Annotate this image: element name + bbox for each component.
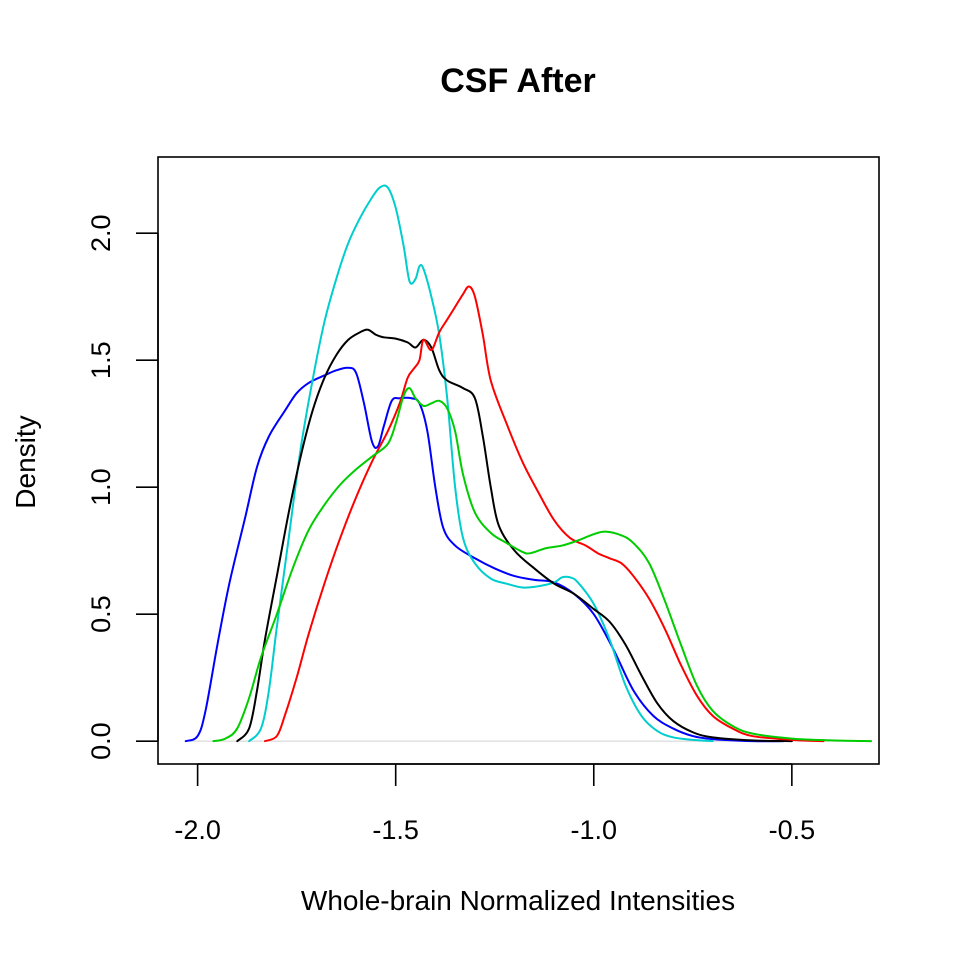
- y-tick-label: 1.0: [86, 468, 116, 506]
- y-tick-label: 1.5: [86, 341, 116, 379]
- y-tick-label: 0.5: [86, 595, 116, 633]
- x-axis: -2.0 -1.5 -1.0 -0.5: [174, 763, 816, 845]
- density-curve-2: [248, 184, 714, 743]
- y-tick-label: 0.0: [86, 722, 116, 760]
- y-axis-label: Density: [10, 415, 41, 508]
- density-curve-5: [212, 387, 873, 743]
- density-curve-3: [236, 328, 793, 743]
- x-tick-label: -2.0: [174, 815, 221, 845]
- chart-title: CSF After: [440, 62, 596, 100]
- density-curve-4: [263, 285, 825, 743]
- y-tick-label: 2.0: [86, 214, 116, 252]
- x-tick-label: -1.5: [372, 815, 419, 845]
- x-tick-label: -0.5: [769, 815, 816, 845]
- y-axis: 0.0 0.5 1.0 1.5 2.0: [86, 214, 159, 760]
- density-series-group: [184, 184, 873, 743]
- x-axis-label: Whole-brain Normalized Intensities: [301, 885, 735, 916]
- x-tick-label: -1.0: [571, 815, 618, 845]
